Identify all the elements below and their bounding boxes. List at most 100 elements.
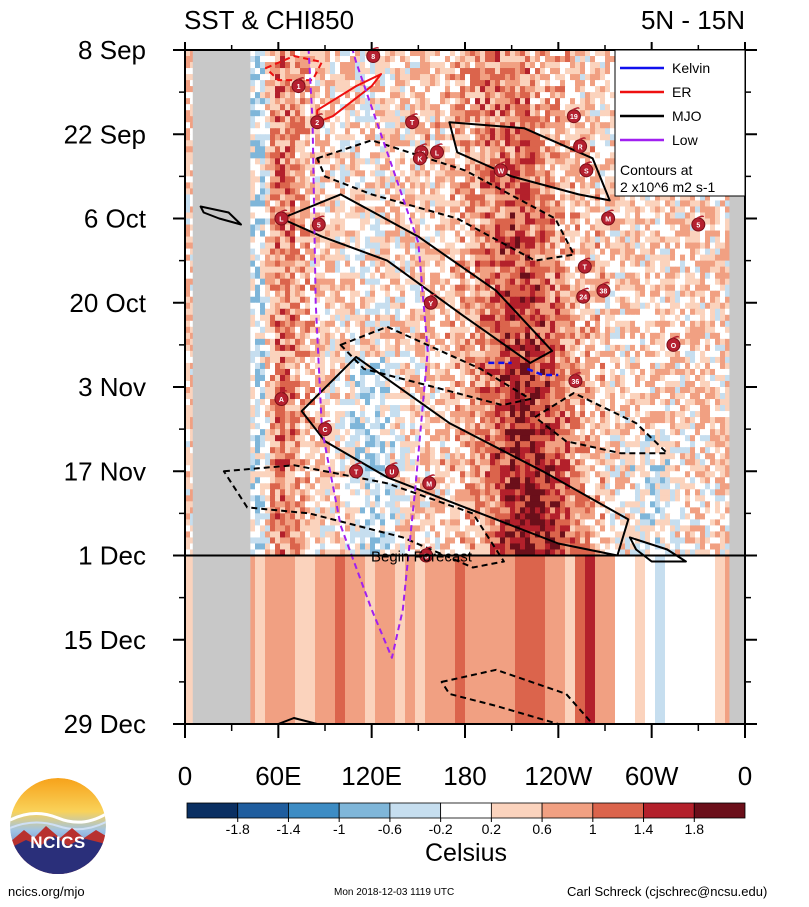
heatmap-cell xyxy=(650,266,656,274)
heatmap-cell xyxy=(425,236,431,244)
heatmap-cell xyxy=(315,290,321,298)
heatmap-cell xyxy=(455,194,461,202)
heatmap-cell xyxy=(480,284,486,292)
heatmap-cell xyxy=(680,290,686,298)
heatmap-cell xyxy=(505,182,511,190)
heatmap-cell xyxy=(395,158,401,165)
heatmap-cell xyxy=(435,140,441,147)
heatmap-cell xyxy=(510,80,516,87)
heatmap-cell xyxy=(690,248,696,256)
heatmap-cell xyxy=(500,302,506,310)
heatmap-cell xyxy=(300,146,306,153)
heatmap-cell xyxy=(405,140,411,147)
heatmap-cell xyxy=(335,194,341,202)
heatmap-cell xyxy=(395,314,401,322)
heatmap-cell xyxy=(570,218,576,226)
heatmap-cell xyxy=(685,254,691,262)
heatmap-cell xyxy=(340,254,346,262)
heatmap-cell xyxy=(345,188,351,196)
heatmap-cell xyxy=(320,68,326,75)
heatmap-cell xyxy=(425,230,431,238)
heatmap-cell xyxy=(590,134,596,141)
heatmap-cell xyxy=(310,254,316,262)
heatmap-cell xyxy=(685,230,691,238)
heatmap-cell xyxy=(650,308,656,316)
heatmap-cell xyxy=(400,122,406,129)
heatmap-cell xyxy=(425,260,431,268)
heatmap-cell xyxy=(505,92,511,99)
heatmap-cell xyxy=(475,134,481,141)
heatmap-cell xyxy=(355,206,361,214)
heatmap-cell xyxy=(480,182,486,190)
heatmap-cell xyxy=(250,116,256,123)
heatmap-cell xyxy=(615,284,621,292)
heatmap-cell xyxy=(300,200,306,208)
heatmap-cell xyxy=(295,272,301,280)
heatmap-cell xyxy=(580,68,586,75)
heatmap-cell xyxy=(310,164,316,171)
heatmap-cell xyxy=(675,212,681,220)
heatmap-cell xyxy=(660,242,666,250)
heatmap-cell xyxy=(475,260,481,268)
heatmap-cell xyxy=(375,290,381,298)
heatmap-cell xyxy=(620,194,626,202)
heatmap-cell xyxy=(505,314,511,322)
heatmap-cell xyxy=(485,116,491,123)
heatmap-cell xyxy=(475,206,481,214)
heatmap-cell xyxy=(330,104,336,111)
heatmap-cell xyxy=(535,134,541,141)
heatmap-cell xyxy=(680,278,686,286)
heatmap-cell xyxy=(285,86,291,93)
heatmap-cell xyxy=(445,230,451,238)
heatmap-cell xyxy=(610,140,616,147)
heatmap-cell xyxy=(535,218,541,226)
heatmap-cell xyxy=(630,308,636,316)
heatmap-cell xyxy=(255,74,261,81)
heatmap-cell xyxy=(325,308,331,316)
heatmap-cell xyxy=(575,176,581,183)
heatmap-cell xyxy=(450,194,456,202)
heatmap-cell xyxy=(560,272,566,280)
heatmap-cell xyxy=(435,308,441,316)
heatmap-cell xyxy=(635,254,641,262)
heatmap-cell xyxy=(315,128,321,135)
heatmap-cell xyxy=(670,278,676,286)
heatmap-cell xyxy=(500,104,506,111)
heatmap-cell xyxy=(705,212,711,220)
heatmap-cell xyxy=(475,284,481,292)
heatmap-cell xyxy=(580,188,586,196)
heatmap-cell xyxy=(575,122,581,129)
heatmap-cell xyxy=(425,182,431,190)
heatmap-cell xyxy=(460,170,466,177)
heatmap-cell xyxy=(680,224,686,232)
heatmap-cell xyxy=(325,158,331,165)
heatmap-cell xyxy=(340,164,346,171)
heatmap-cell xyxy=(595,308,601,316)
heatmap-cell xyxy=(505,164,511,171)
heatmap-cell xyxy=(690,302,696,310)
heatmap-cell xyxy=(250,56,256,63)
heatmap-cell xyxy=(320,278,326,286)
heatmap-cell xyxy=(695,212,701,220)
heatmap-cell xyxy=(395,272,401,280)
heatmap-cell xyxy=(455,80,461,87)
heatmap-cell xyxy=(295,158,301,165)
heatmap-cell xyxy=(465,68,471,75)
heatmap-cell xyxy=(590,140,596,147)
heatmap-cell xyxy=(290,254,296,262)
heatmap-cell xyxy=(560,56,566,63)
heatmap-cell xyxy=(610,224,616,232)
heatmap-cell xyxy=(410,134,416,141)
heatmap-cell xyxy=(370,152,376,159)
heatmap-cell xyxy=(295,110,301,117)
heatmap-cell xyxy=(605,104,611,111)
heatmap-cell xyxy=(665,260,671,268)
heatmap-cell xyxy=(420,242,426,250)
heatmap-cell xyxy=(400,182,406,190)
heatmap-cell xyxy=(340,98,346,105)
heatmap-cell xyxy=(365,278,371,286)
heatmap-cell xyxy=(675,230,681,238)
heatmap-cell xyxy=(395,140,401,147)
heatmap-cell xyxy=(550,236,556,244)
heatmap-cell xyxy=(265,86,271,93)
